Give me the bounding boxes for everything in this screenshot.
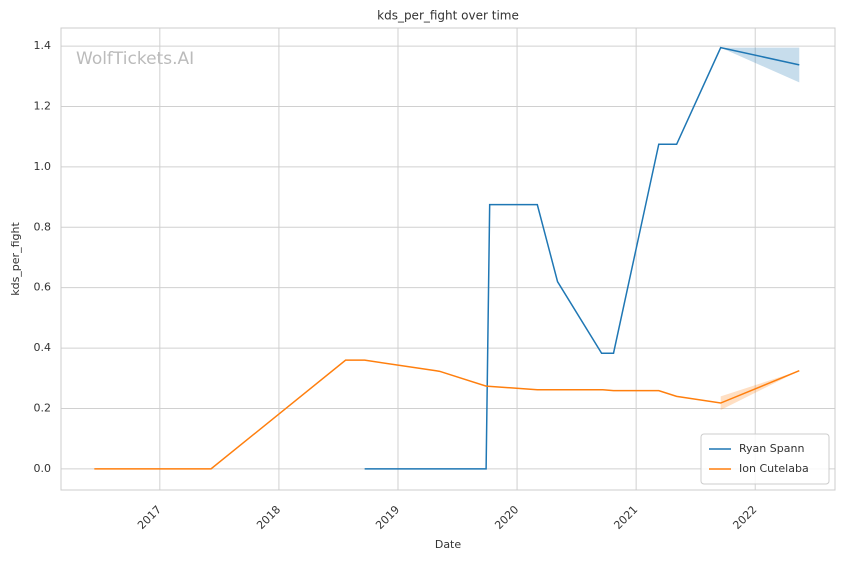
y-tick-label: 0.8 [34,220,52,233]
y-tick-label: 1.4 [34,39,52,52]
legend-box [700,433,830,485]
watermark: WolfTickets.AI [76,49,194,69]
y-tick-label: 1.0 [34,160,52,173]
y-tick-label: 0.2 [34,401,52,414]
confidence-band [720,370,800,410]
y-tick-label: 0.6 [34,281,52,294]
confidence-band [720,47,800,83]
plot-frame [60,27,836,491]
chart-title: kds_per_fight over time [377,9,519,23]
line [94,359,800,470]
y-tick-label: 0.0 [34,462,52,475]
plot-area [94,46,800,470]
legend-label: Ryan Spann [739,442,804,455]
x-axis-label: Date [435,538,462,551]
y-tick-label: 1.2 [34,100,52,113]
y-tick-label: 0.4 [34,341,52,354]
legend-label: Ion Cutelaba [739,462,809,475]
line [364,46,800,470]
y-axis-label: kds_per_fight [9,222,22,296]
grid [61,28,835,490]
